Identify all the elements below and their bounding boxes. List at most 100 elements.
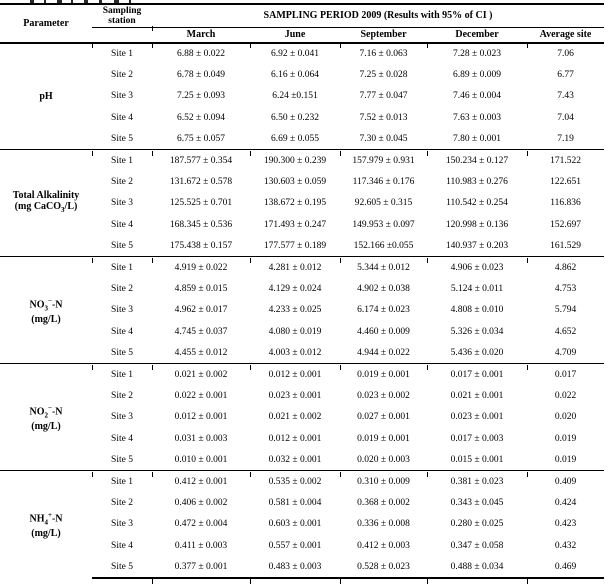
value-cell: 6.174 ± 0.023 — [357, 305, 410, 316]
value-cell: 110.542 ± 0.254 — [446, 198, 508, 209]
value-cell: 0.019 ± 0.001 — [357, 433, 410, 444]
column-tick-mark — [340, 365, 341, 370]
value-cell: 0.010 ± 0.001 — [174, 454, 228, 465]
station-cell: Site 2 — [111, 177, 133, 188]
value-cell: 4.652 — [554, 326, 577, 337]
station-cell: Site 2 — [111, 283, 133, 294]
value-cell: 0.310 ± 0.009 — [340, 470, 427, 493]
value-cell: 4.709 — [554, 347, 577, 358]
value-cell: 0.022 ± 0.001 — [174, 390, 228, 401]
value-cell: 122.651 — [550, 177, 581, 188]
value-cell: 7.77 ± 0.047 — [359, 91, 408, 102]
value-cell: 0.017 ± 0.001 — [427, 363, 527, 386]
value-cell: 4.859 ± 0.015 — [174, 283, 228, 294]
value-cell: 0.411 ± 0.003 — [174, 540, 228, 551]
header-month-september: September — [340, 27, 427, 44]
value-cell: 0.581 ± 0.004 — [268, 497, 322, 508]
station-cell: Site 2 — [111, 497, 133, 508]
value-cell: 4.944 ± 0.022 — [357, 347, 410, 358]
parameter-label-line: Total Alkalinity — [12, 190, 80, 202]
header-sampling-station-line2: station — [108, 15, 136, 26]
station-cell: Site 3 — [111, 91, 133, 102]
value-cell: 0.412 ± 0.003 — [357, 540, 410, 551]
column-tick-mark — [152, 365, 153, 370]
column-tick-mark — [340, 258, 341, 263]
table-row: Site 4 168.345 ± 0.536 171.493 ± 0.247 149.… — [0, 214, 604, 235]
value-cell: 0.469 — [527, 556, 605, 579]
table-row: NO2−-N (mg/L) Site 1 0.021 ± 0.002 0.012 ± 0… — [0, 363, 605, 471]
value-cell: 190.300 ± 0.239 — [250, 149, 340, 172]
table-row: Site 4 6.52 ± 0.094 6.50 ± 0.232 7.52 ± 0.0… — [0, 107, 604, 128]
cropped-caption-fragment — [99, 0, 102, 3]
value-cell: 5.794 — [554, 305, 577, 316]
parameter-label-line: (mg/L) — [31, 528, 61, 540]
value-cell: 4.129 ± 0.024 — [268, 283, 322, 294]
value-cell: 0.020 ± 0.003 — [357, 454, 410, 465]
value-cell: 0.022 — [554, 390, 577, 401]
table-row: Site 2 6.78 ± 0.049 6.16 ± 0.064 7.25 ± 0.0… — [0, 64, 604, 85]
table-row: Site 2 0.022 ± 0.001 0.023 ± 0.001 0.023 ± … — [0, 385, 604, 406]
value-cell: 0.012 ± 0.001 — [174, 412, 228, 423]
column-tick-mark — [152, 25, 153, 31]
value-cell: 0.023 ± 0.001 — [450, 412, 504, 423]
header-month-march: March — [152, 27, 250, 44]
table-row: Site 2 4.859 ± 0.015 4.129 ± 0.024 4.902 ± … — [0, 278, 604, 299]
station-cell: Site 3 — [111, 198, 133, 209]
column-tick-mark — [427, 258, 428, 263]
value-cell: 0.019 — [554, 454, 577, 465]
header-row-1: Parameter Sampling station SAMPLING PERI… — [0, 4, 605, 44]
value-cell: 0.412 ± 0.001 — [152, 470, 250, 493]
station-cell: Site 4 — [111, 219, 133, 230]
value-cell: 0.472 ± 0.004 — [174, 519, 228, 530]
value-cell: 4.808 ± 0.010 — [450, 305, 504, 316]
value-cell: 0.381 ± 0.023 — [427, 470, 527, 493]
value-cell: 171.493 ± 0.247 — [263, 219, 327, 230]
value-cell: 0.031 ± 0.003 — [174, 433, 228, 444]
table-row: Site 4 4.745 ± 0.037 4.080 ± 0.019 4.460 ± … — [0, 321, 604, 342]
value-cell: 4.962 ± 0.017 — [174, 305, 228, 316]
station-cell: Site 3 — [111, 305, 133, 316]
table-row: Site 3 125.525 ± 0.701 138.672 ± 0.195 92.6… — [0, 193, 604, 214]
table-row: Site 5 0.010 ± 0.001 0.032 ± 0.001 0.020 ± … — [0, 449, 604, 470]
value-cell: 0.336 ± 0.008 — [357, 519, 410, 530]
table-row: Site 3 0.472 ± 0.004 0.603 ± 0.001 0.336 ± … — [0, 514, 604, 535]
value-cell: 116.836 — [550, 198, 581, 209]
cropped-caption-fragment — [129, 0, 131, 3]
value-cell: 6.75 ± 0.057 — [177, 134, 225, 144]
value-cell: 152.697 — [550, 219, 581, 230]
value-cell: 7.06 — [527, 42, 605, 65]
station-cell: Site 5 — [111, 454, 133, 465]
value-cell: 6.24 ±0.151 — [272, 91, 318, 102]
parameter-label-line: NH4+-N — [29, 510, 63, 527]
station-cell: Site 4 — [111, 326, 133, 337]
column-tick-mark — [340, 151, 341, 156]
value-cell: 7.43 — [557, 91, 574, 102]
value-cell: 4.919 ± 0.022 — [152, 256, 250, 279]
value-cell: 4.233 ± 0.025 — [268, 305, 322, 316]
value-cell: 171.522 — [527, 149, 605, 172]
column-tick-mark — [92, 472, 93, 477]
value-cell: 0.027 ± 0.001 — [357, 412, 410, 423]
value-cell: 0.021 ± 0.002 — [152, 363, 250, 386]
value-cell: 0.377 ± 0.001 — [152, 556, 250, 579]
column-tick-mark — [427, 151, 428, 156]
column-tick-mark — [250, 365, 251, 370]
column-tick-mark — [152, 151, 153, 156]
value-cell: 0.603 ± 0.001 — [268, 519, 322, 530]
header-month-june: June — [250, 27, 340, 44]
value-cell: 7.63 ± 0.003 — [453, 112, 501, 123]
table-row: Site 4 0.031 ± 0.003 0.012 ± 0.001 0.019 ± … — [0, 428, 604, 449]
cropped-caption-fragment — [84, 0, 88, 3]
value-cell: 149.953 ± 0.097 — [352, 219, 415, 230]
station-cell: Site 5 — [111, 240, 133, 251]
value-cell: 140.937 ± 0.203 — [445, 240, 509, 251]
value-cell: 152.166 ±0.055 — [353, 240, 414, 251]
parameter-section-2: NO3−-N (mg/L) Site 1 4.919 ± 0.022 4.281 ± 0… — [0, 256, 605, 364]
station-cell: Site 3 — [111, 412, 133, 423]
value-cell: 7.19 — [557, 134, 574, 144]
value-cell: 0.409 — [527, 470, 605, 493]
column-tick-mark — [527, 258, 528, 263]
station-cell: Site 2 — [111, 70, 133, 81]
table-row: Site 2 0.406 ± 0.002 0.581 ± 0.004 0.368 ± … — [0, 492, 604, 513]
value-cell: 0.017 — [527, 363, 605, 386]
